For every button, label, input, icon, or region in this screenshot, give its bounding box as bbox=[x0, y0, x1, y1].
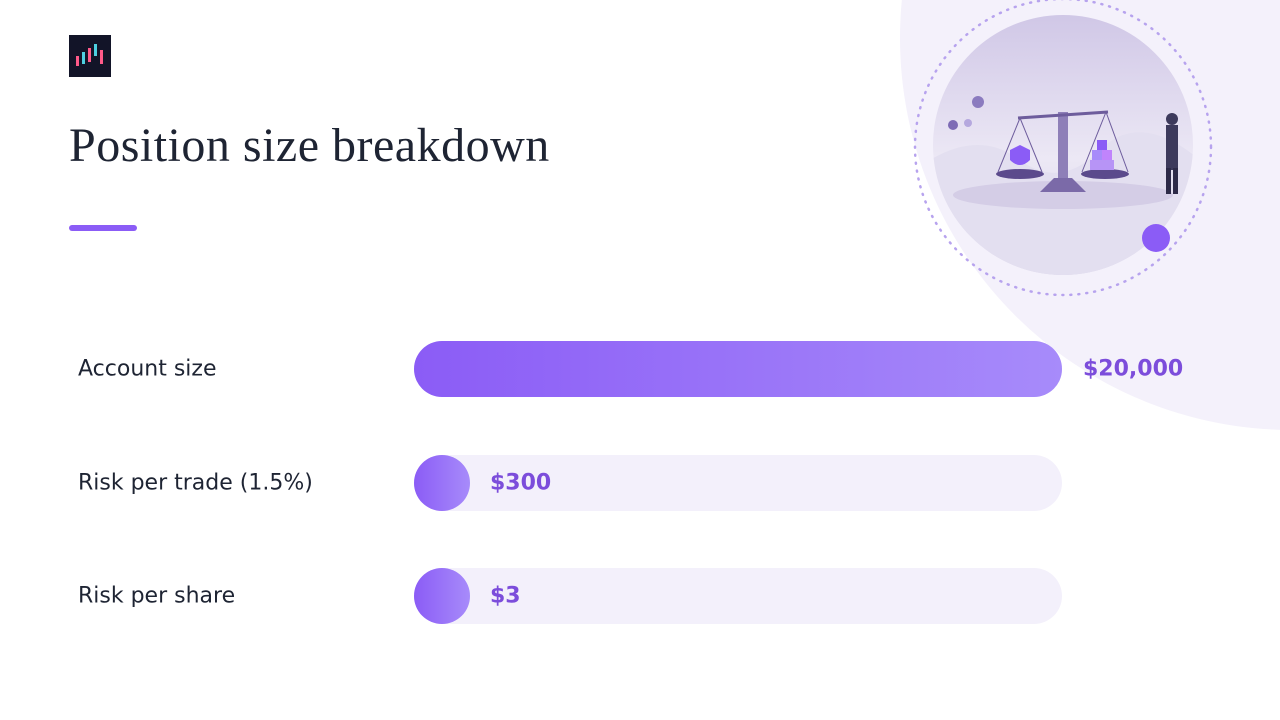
logo bbox=[69, 35, 111, 77]
accent-dot bbox=[1142, 224, 1170, 252]
bar-fill bbox=[414, 341, 1062, 397]
dotted-ring bbox=[913, 0, 1213, 297]
row-value: $20,000 bbox=[1083, 356, 1184, 382]
row-label: Risk per share bbox=[78, 583, 236, 609]
bar-track bbox=[414, 568, 1062, 624]
row-label: Account size bbox=[78, 356, 217, 382]
bar-track bbox=[414, 455, 1062, 511]
bar-fill bbox=[414, 568, 470, 624]
row-label: Risk per trade (1.5%) bbox=[78, 470, 313, 496]
row-value: $300 bbox=[490, 470, 552, 496]
title: Position size breakdown bbox=[69, 119, 550, 172]
title-underline bbox=[69, 225, 137, 231]
row-value: $3 bbox=[490, 583, 521, 609]
bar-track bbox=[414, 341, 1062, 397]
bar-fill bbox=[414, 455, 470, 511]
